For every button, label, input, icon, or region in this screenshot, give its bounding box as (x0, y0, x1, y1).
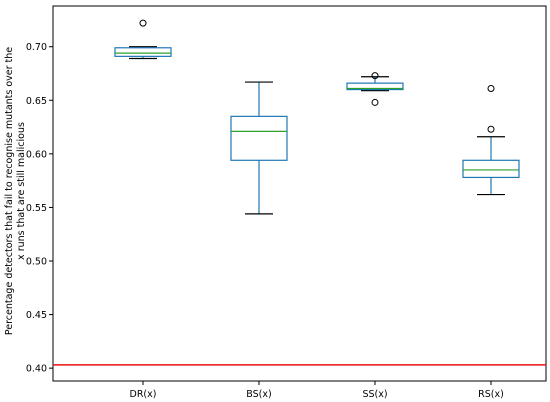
outlier-point (487, 125, 495, 133)
outlier-point (371, 72, 379, 80)
y-tick-label: 0.50 (26, 257, 47, 268)
x-tick-label: SS(x) (362, 389, 387, 400)
x-tick-label: RS(x) (478, 389, 504, 400)
outlier-point (487, 85, 495, 92)
y-tick-label: 0.65 (26, 96, 47, 107)
y-tick-label: 0.45 (26, 310, 47, 321)
y-tick-label: 0.55 (26, 203, 47, 214)
y-axis-label-line-1: Percentage detectors that fail to recogn… (4, 47, 15, 335)
outlier-point (371, 98, 379, 106)
box-iqr (346, 82, 404, 91)
y-axis-label-line-2: x runs that are still malicious (16, 122, 27, 260)
box-iqr (462, 159, 520, 179)
x-tick-label: DR(x) (130, 389, 157, 400)
plot-frame (52, 5, 547, 382)
plot-area: 0.40 0.45 0.50 0.55 0.60 0.65 0.70 DR(x) BS(x) SS… (26, 5, 547, 400)
y-tick-label: 0.40 (26, 364, 47, 375)
box-iqr (230, 115, 288, 161)
x-tick-label: BS(x) (246, 389, 271, 400)
outlier-point (139, 19, 147, 27)
y-tick-label: 0.60 (26, 149, 47, 160)
box-iqr (114, 47, 172, 57)
y-tick-label: 0.70 (26, 42, 47, 53)
